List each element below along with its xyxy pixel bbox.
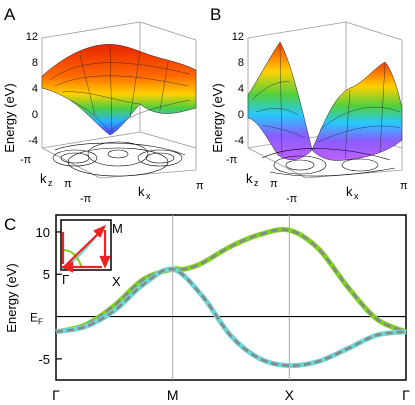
panel-a-kx-label: k (138, 184, 145, 199)
panel-b-ztick: 4 (238, 83, 244, 95)
panel-b: B (210, 5, 408, 205)
panel-b-kx-sub: x (354, 191, 359, 201)
panel-a-zlabel: Energy (eV) (2, 83, 17, 152)
lower-band-dashed (55, 267, 407, 367)
y-tick-label: 5 (43, 267, 50, 282)
inset-label-gamma: Γ (62, 272, 69, 287)
panel-a: A (2, 5, 204, 205)
panel-a-kx-sub: x (146, 191, 151, 201)
x-tick-label: X (285, 387, 295, 403)
panel-b-kz-sub: z (254, 178, 259, 188)
panel-a-kx-lo: -π (80, 193, 92, 205)
upper-band-dashed (55, 228, 407, 334)
panel-a-kz-hi: π (64, 178, 72, 190)
panel-b-mesh (251, 44, 401, 159)
inset-path-arrows (60, 224, 111, 273)
panel-b-kx-hi: π (400, 180, 408, 192)
panel-label-b: B (210, 5, 221, 24)
panel-a-ztick: 0 (32, 109, 38, 121)
x-tick-label: Γ (52, 387, 60, 403)
plot-vlines (172, 215, 290, 380)
panel-a-ztick: -4 (28, 135, 38, 147)
panel-a-kx-hi: π (196, 180, 204, 192)
panel-b-ztick: 0 (238, 109, 244, 121)
y-axis-label: Energy (eV) (4, 263, 19, 332)
panel-b-zlabel: Energy (eV) (210, 83, 225, 152)
y-tick-label: -5 (38, 352, 50, 367)
x-tick-label: Γ (402, 387, 410, 403)
panel-b-kz-hi: π (270, 178, 278, 190)
panel-a-kz-sub: z (48, 178, 53, 188)
inset-brillouin-zone: Γ M X (60, 219, 123, 289)
fermi-label-sub: F (38, 318, 43, 327)
panel-b-contours (261, 148, 396, 177)
panel-b-surface-left (247, 41, 313, 160)
panel-b-kz-lo: -π (226, 154, 238, 166)
panel-a-ztick: 8 (32, 57, 38, 69)
panel-a-zticks: 12 8 4 0 -4 (26, 31, 38, 147)
panel-c: C -5 5 10 Γ M X Γ Energy (eV) E F Γ (4, 214, 410, 403)
panel-a-kz-lo: -π (20, 154, 32, 166)
panel-a-contours (52, 141, 186, 177)
panel-b-zticks: 12 8 4 0 -4 (232, 31, 244, 147)
panel-b-kz-label: k (246, 171, 253, 186)
inset-fermi-contour (62, 249, 83, 269)
panel-b-kx-lo: -π (286, 193, 298, 205)
fermi-label: E F (30, 311, 43, 327)
panel-a-kz-label: k (40, 171, 47, 186)
y-ticks: -5 5 10 (36, 225, 62, 367)
panel-b-ztick: -4 (234, 135, 244, 147)
panel-label-a: A (4, 5, 16, 24)
panel-a-ztick: 4 (32, 83, 38, 95)
panel-label-c: C (4, 215, 16, 234)
inset-label-m: M (112, 221, 123, 236)
panel-b-kx-label: k (346, 184, 353, 199)
inset-label-x: X (112, 274, 121, 289)
plot-frame (55, 214, 407, 381)
panel-b-surface-right (311, 61, 403, 161)
band-lines (55, 227, 407, 369)
fermi-label-text: E (30, 311, 38, 325)
panel-a-ztick: 12 (26, 31, 38, 43)
panel-a-mesh (49, 45, 191, 133)
y-tick-label: 10 (36, 225, 50, 240)
lower-band-line (55, 266, 407, 369)
x-tick-label: M (167, 387, 179, 403)
panel-b-ztick: 8 (238, 57, 244, 69)
panel-b-ztick: 12 (232, 31, 244, 43)
panel-a-surface (41, 44, 197, 136)
